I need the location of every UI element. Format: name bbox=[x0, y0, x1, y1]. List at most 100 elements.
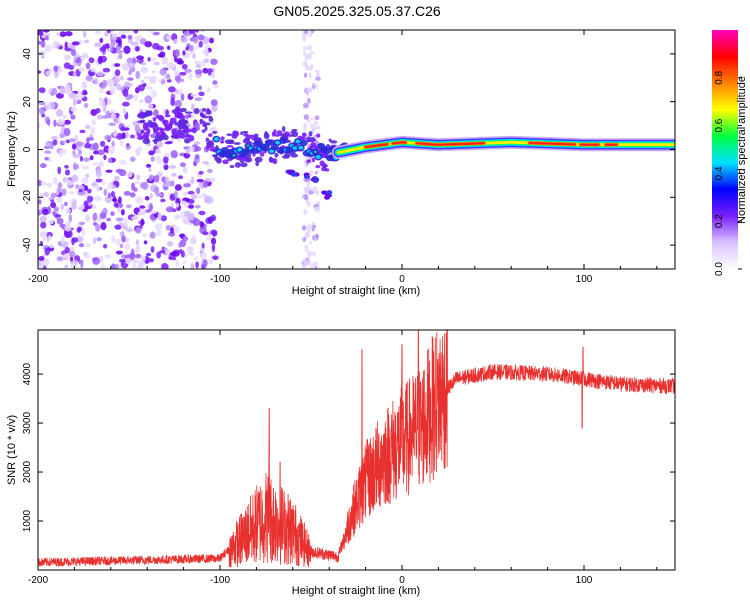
noise-cell bbox=[135, 70, 141, 80]
noise-cell bbox=[72, 71, 77, 77]
colorbar-tick-label: 0.2 bbox=[714, 214, 725, 228]
noise-cell bbox=[208, 177, 216, 183]
noise-cell bbox=[212, 80, 218, 85]
signal-cell bbox=[315, 165, 321, 169]
x-tick-label: -200 bbox=[28, 575, 48, 586]
x-tick-label: 0 bbox=[399, 274, 405, 285]
noise-cell bbox=[44, 247, 50, 256]
noise-cell bbox=[313, 120, 318, 126]
noise-cell bbox=[85, 62, 91, 70]
noise-cell bbox=[119, 231, 124, 237]
noise-cell bbox=[90, 126, 96, 135]
noise-cell bbox=[73, 55, 78, 60]
noise-cell bbox=[173, 190, 178, 199]
noise-cell bbox=[64, 201, 68, 207]
noise-cell bbox=[99, 212, 107, 220]
noise-cell bbox=[154, 186, 160, 195]
noise-cell bbox=[46, 182, 53, 188]
noise-cell bbox=[132, 259, 139, 263]
trace-cell bbox=[279, 137, 288, 144]
noise-cell bbox=[64, 264, 69, 269]
noise-cell bbox=[213, 84, 219, 89]
signal-cell bbox=[200, 119, 204, 122]
signal-cell bbox=[165, 109, 170, 116]
noise-cell bbox=[130, 41, 139, 46]
noise-cell bbox=[51, 136, 59, 140]
noise-cell bbox=[146, 86, 153, 90]
noise-cell bbox=[196, 178, 204, 183]
noise-cell bbox=[44, 103, 51, 111]
noise-cell bbox=[151, 70, 156, 74]
y-tick-label: 20 bbox=[22, 96, 33, 108]
signal-cell bbox=[201, 129, 206, 133]
noise-cell bbox=[315, 125, 321, 130]
signal-cell bbox=[242, 130, 249, 134]
signal-cell bbox=[157, 135, 163, 142]
noise-cell bbox=[102, 79, 108, 88]
noise-cell bbox=[149, 203, 153, 212]
noise-cell bbox=[144, 41, 153, 48]
noise-cell bbox=[95, 223, 101, 232]
noise-cell bbox=[188, 251, 195, 256]
noise-cell bbox=[130, 156, 136, 162]
noise-cell bbox=[120, 126, 126, 132]
noise-cell bbox=[310, 117, 314, 121]
noise-cell bbox=[38, 101, 46, 106]
snr-panel: -200 -100 0 100 1000 2000 3000 4000 Height of … bbox=[6, 329, 676, 597]
noise-cell bbox=[126, 170, 133, 178]
noise-cell bbox=[83, 39, 90, 44]
noise-cell bbox=[167, 192, 171, 197]
noise-cell bbox=[38, 260, 44, 269]
colorbar-ticks: 0.0 0.2 0.4 0.6 0.8 bbox=[714, 70, 742, 276]
signal-cell bbox=[322, 162, 327, 169]
x-tick-label: -100 bbox=[210, 274, 230, 285]
noise-cell bbox=[195, 45, 200, 50]
noise-cell bbox=[202, 161, 209, 165]
noise-cell bbox=[205, 235, 212, 241]
noise-cell bbox=[144, 95, 153, 104]
noise-cell bbox=[51, 87, 58, 96]
noise-cell bbox=[145, 163, 152, 168]
noise-cell bbox=[72, 162, 77, 171]
signal-cell bbox=[272, 158, 278, 165]
noise-cell bbox=[150, 57, 157, 61]
noise-cell bbox=[93, 150, 99, 155]
trace-hot-core bbox=[392, 141, 407, 145]
noise-cell bbox=[92, 162, 99, 166]
signal-cell bbox=[290, 153, 299, 158]
noise-cell bbox=[122, 107, 127, 115]
noise-cell bbox=[38, 87, 46, 93]
noise-cell bbox=[192, 53, 196, 59]
noise-cell bbox=[150, 89, 157, 98]
signal-cell bbox=[220, 136, 225, 141]
signal-cell bbox=[166, 140, 173, 144]
noise-cell bbox=[100, 264, 106, 269]
noise-cell bbox=[140, 62, 147, 66]
noise-cell bbox=[133, 187, 138, 192]
noise-cell bbox=[103, 243, 108, 249]
noise-cell bbox=[156, 251, 161, 259]
noise-cell bbox=[135, 245, 140, 254]
signal-cell bbox=[146, 128, 151, 134]
noise-cell bbox=[117, 117, 122, 125]
spectrogram-x-label: Height of straight line (km) bbox=[292, 285, 420, 297]
noise-cell bbox=[114, 224, 122, 230]
noise-cell bbox=[303, 193, 309, 201]
noise-cell bbox=[180, 162, 186, 168]
signal-cell bbox=[226, 145, 234, 148]
signal-cell bbox=[177, 113, 183, 120]
noise-cell bbox=[153, 175, 160, 183]
noise-cell bbox=[111, 33, 118, 38]
noise-cell bbox=[44, 156, 49, 161]
noise-cell bbox=[308, 72, 312, 79]
y-tick-label: 2000 bbox=[22, 460, 33, 483]
signal-cell bbox=[158, 116, 165, 121]
noise-cell bbox=[84, 124, 91, 130]
noise-cell bbox=[166, 61, 175, 70]
noise-cell bbox=[149, 231, 156, 239]
noise-cell bbox=[182, 217, 190, 224]
noise-cell bbox=[188, 146, 195, 152]
noise-cell bbox=[309, 264, 314, 269]
noise-cell bbox=[143, 240, 148, 245]
noise-cell bbox=[170, 180, 175, 187]
